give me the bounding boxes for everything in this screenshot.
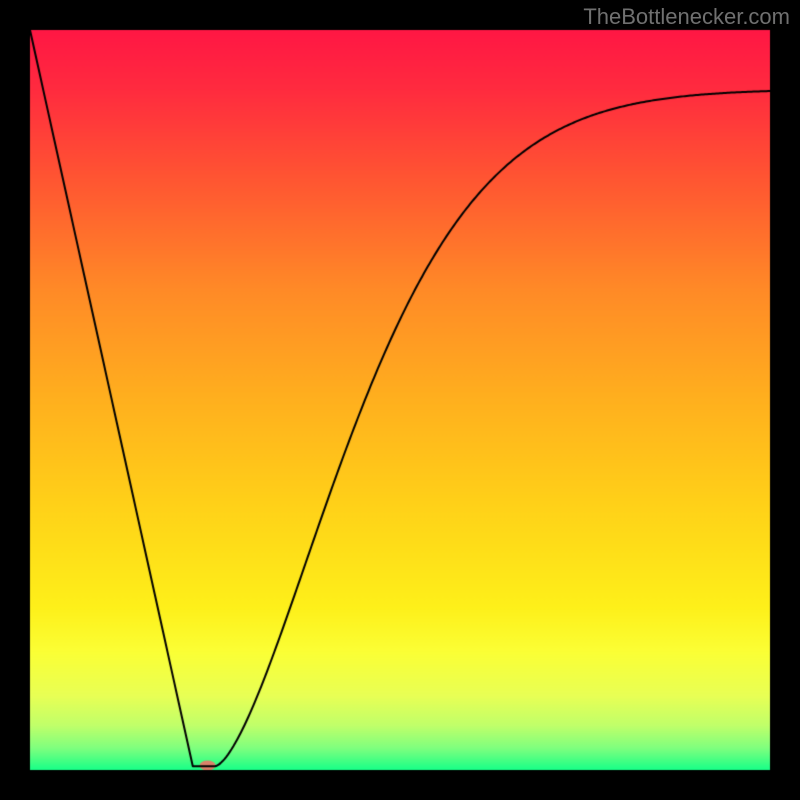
chart-canvas [0,0,800,800]
bottleneck-chart: TheBottlenecker.com [0,0,800,800]
